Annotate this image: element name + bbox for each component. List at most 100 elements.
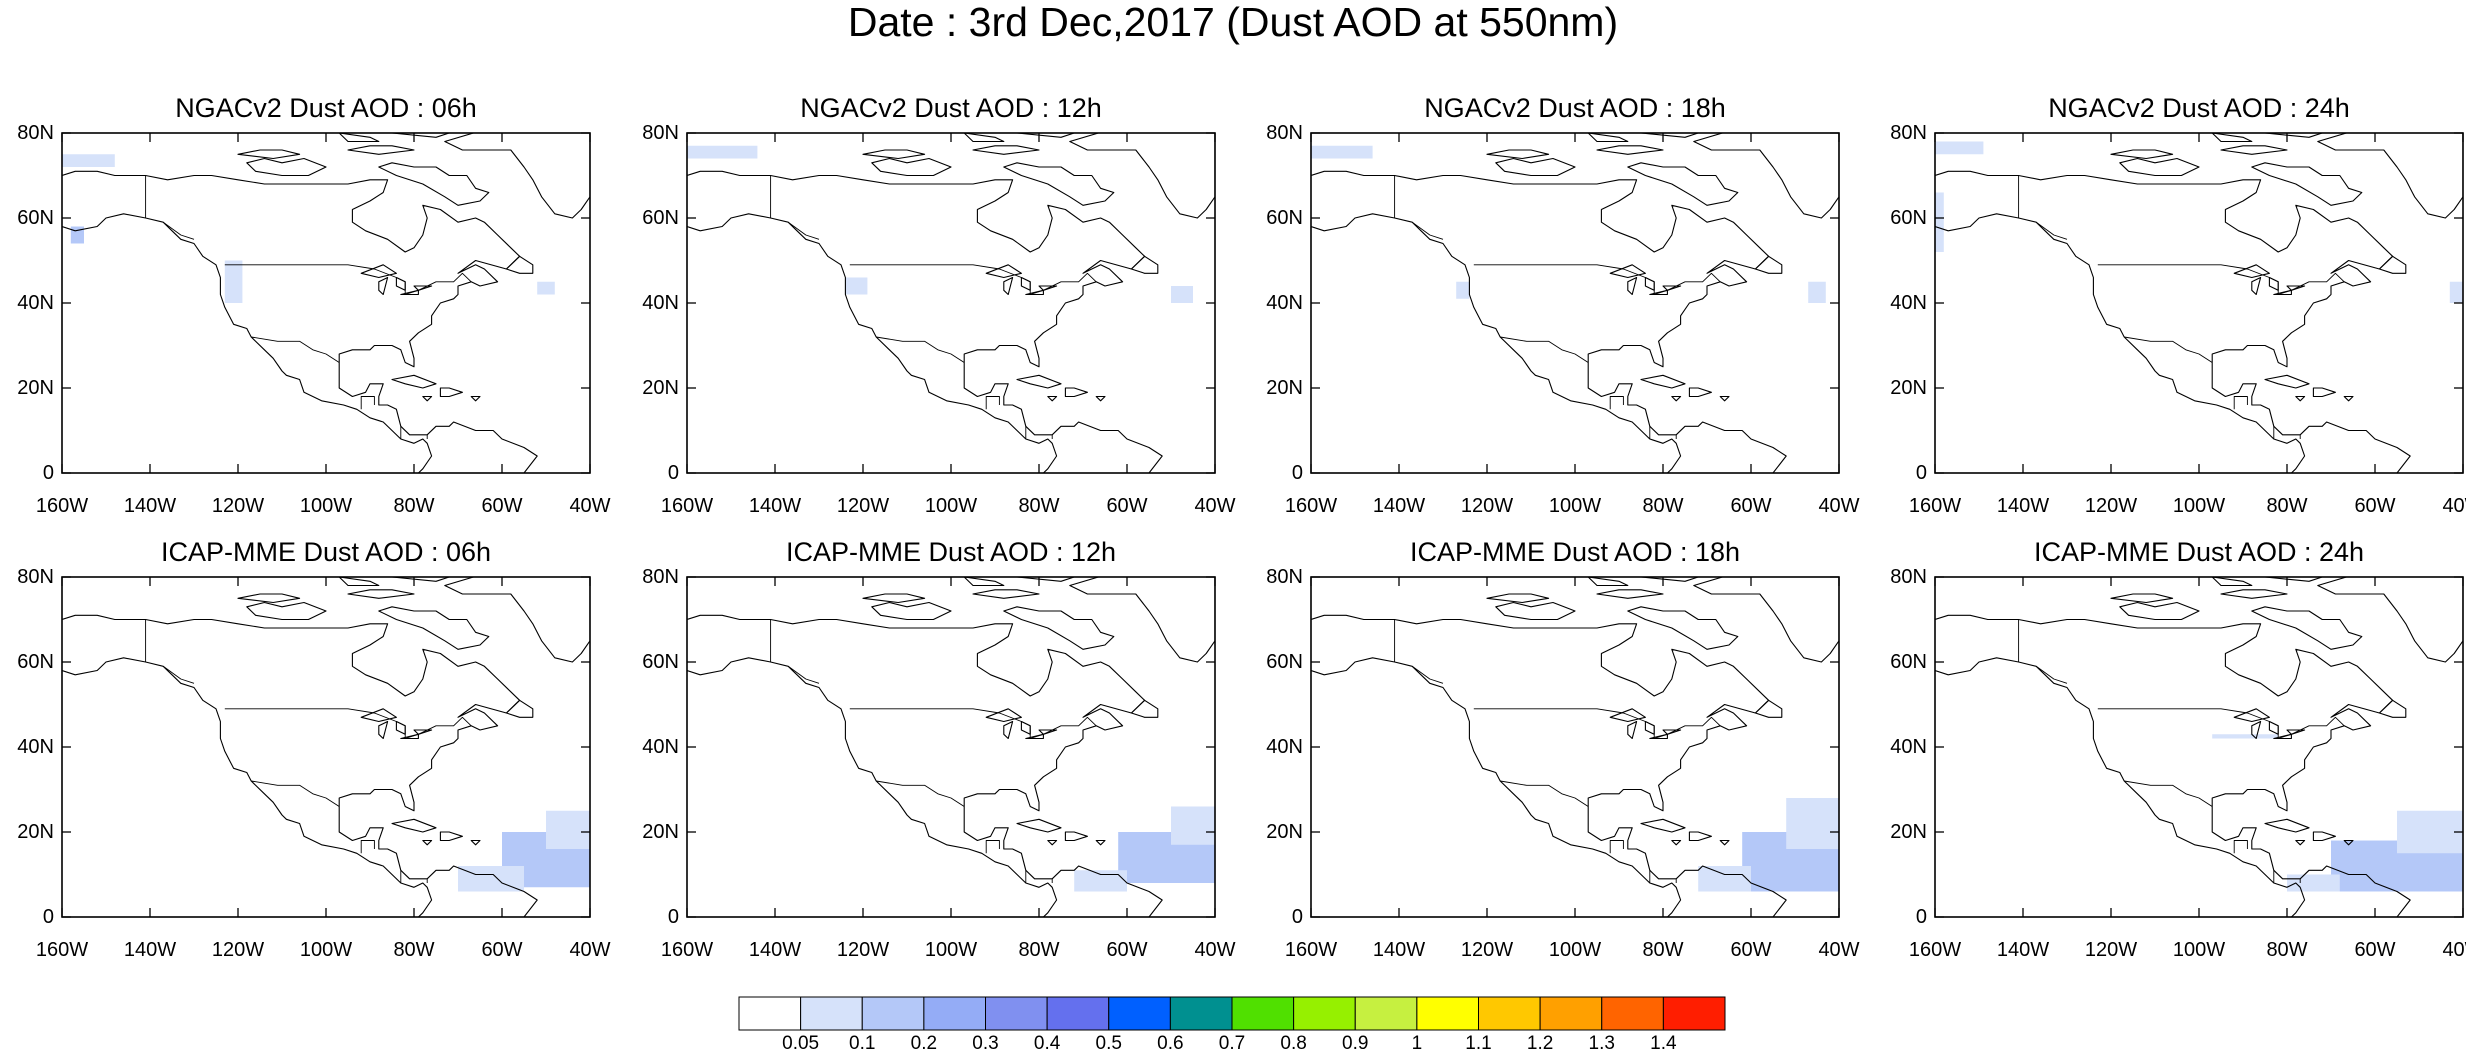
colorbar-swatch (1354, 996, 1418, 1031)
map-panel (1934, 132, 2464, 474)
lake-outline (1038, 729, 1058, 735)
island-outline (422, 839, 433, 846)
lon-tick-label: 60W (2354, 939, 2396, 961)
island-outline (2312, 831, 2336, 842)
dust-aod-patch (1074, 870, 1127, 892)
island-outline (1640, 577, 1699, 582)
lon-tick-label: 140W (1372, 495, 1426, 517)
island-outline (1486, 149, 1550, 160)
island-outline (1130, 255, 1159, 274)
colorbar-swatch (1108, 996, 1171, 1031)
coastline (1311, 614, 1787, 917)
island-outline (1486, 593, 1550, 604)
lake-outline (400, 289, 419, 296)
lon-tick-label: 60W (2354, 495, 2396, 517)
colorbar-label: 0.2 (910, 1033, 938, 1054)
lon-tick-label: 40W (1194, 495, 1236, 517)
lat-tick-label: 20N (17, 377, 54, 399)
coastline (1311, 170, 1787, 473)
island-outline (391, 818, 437, 833)
island-outline (1627, 606, 1739, 650)
map-panel (686, 132, 1216, 474)
island-outline (1719, 839, 1730, 846)
map-panel (1310, 576, 1840, 918)
island-outline (1016, 577, 1075, 582)
lat-tick-label: 20N (1890, 377, 1927, 399)
country-border (849, 264, 1097, 295)
lake-outline (1025, 289, 1044, 296)
lon-tick-label: 40W (1194, 939, 1236, 961)
colorbar-swatch (800, 996, 863, 1031)
lat-tick-label: 60N (17, 207, 54, 229)
lon-tick-label: 120W (836, 495, 890, 517)
island-outline (1627, 162, 1739, 206)
lon-tick-label: 40W (1818, 495, 1860, 517)
lake-outline (2251, 276, 2262, 296)
island-outline (1495, 157, 1576, 177)
lake-outline (1649, 289, 1668, 296)
lake-outline (1025, 733, 1044, 740)
colorbar-swatch (1231, 996, 1295, 1031)
country-border (162, 665, 195, 684)
island-outline (2378, 699, 2407, 718)
lat-tick-label: 0 (1915, 906, 1927, 928)
country-border (251, 780, 340, 807)
lat-tick-label: 0 (1291, 906, 1303, 928)
lake-outline (1003, 720, 1014, 740)
map-panel (61, 132, 591, 474)
lat-tick-label: 40N (1890, 292, 1927, 314)
dust-aod-patch (1456, 281, 1470, 299)
lat-tick-label: 80N (1890, 122, 1927, 144)
colorbar-swatch (1416, 996, 1479, 1031)
island-outline (2264, 577, 2323, 582)
lon-tick-label: 40W (1818, 939, 1860, 961)
greenland-coastline (444, 577, 590, 663)
lon-tick-label: 80W (1018, 495, 1060, 517)
country-border (1609, 396, 1624, 410)
island-outline (439, 387, 463, 398)
colorbar-label: 0.9 (1342, 1033, 1369, 1054)
island-outline (871, 157, 952, 177)
lon-tick-label: 140W (123, 495, 177, 517)
country-border (985, 840, 1000, 854)
country-border (2124, 780, 2213, 807)
lon-tick-label: 40W (569, 495, 611, 517)
island-outline (2119, 601, 2200, 621)
lat-tick-label: 40N (17, 292, 54, 314)
island-outline (1671, 395, 1682, 402)
island-outline (1047, 395, 1058, 402)
island-outline (1095, 839, 1106, 846)
island-outline (862, 593, 926, 604)
dust-aod-patch (537, 281, 555, 295)
island-outline (347, 589, 415, 599)
lon-tick-label: 40W (2442, 495, 2466, 517)
greenland-coastline (1693, 133, 1839, 219)
lat-tick-label: 80N (1890, 566, 1927, 588)
island-outline (2343, 395, 2354, 402)
island-outline (2295, 839, 2306, 846)
lon-tick-label: 60W (481, 939, 523, 961)
country-border (360, 840, 375, 854)
country-border (1500, 780, 1589, 807)
island-outline (1495, 601, 1576, 621)
country-border (2097, 264, 2345, 295)
lake-outline (1662, 729, 1682, 735)
country-border (162, 221, 195, 240)
greenland-coastline (1069, 133, 1215, 219)
lon-tick-label: 100W (2172, 939, 2226, 961)
panel-title: ICAP-MME Dust AOD : 24h (2033, 537, 2365, 567)
island-outline (1671, 839, 1682, 846)
island-outline (470, 395, 481, 402)
map-panel (686, 576, 1216, 918)
lat-tick-label: 0 (667, 906, 679, 928)
island-outline (391, 577, 450, 582)
colorbar-label: 1.1 (1465, 1033, 1492, 1054)
lon-tick-label: 160W (660, 939, 714, 961)
island-outline (2251, 162, 2363, 206)
lake-outline (1627, 276, 1638, 296)
map-panel (1310, 132, 1840, 474)
island-outline (422, 395, 433, 402)
greenland-coastline (1069, 577, 1215, 663)
lake-outline (1662, 285, 1682, 291)
lake-outline (400, 733, 419, 740)
